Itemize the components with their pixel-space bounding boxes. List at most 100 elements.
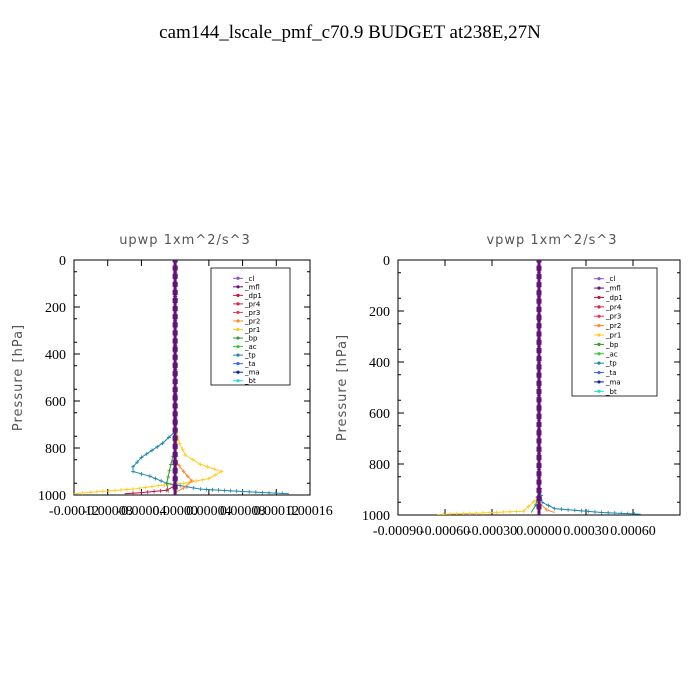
series-marker [137,486,142,491]
series-group [74,260,289,495]
series-marker [606,510,611,515]
series-marker [536,298,542,304]
series-marker [106,488,111,493]
series-marker [198,462,203,467]
x-tick-label: 0.00012 [254,504,300,519]
series-marker [559,507,564,512]
series-marker [172,260,178,263]
x-tick-label: -0.00012 [49,504,99,519]
series-marker [536,463,542,469]
legend-swatch-marker [597,324,601,328]
series-group [437,260,641,515]
series-marker [164,481,169,486]
series-marker [172,451,178,457]
legend-swatch-marker [236,336,240,340]
legend-swatch-marker [597,352,601,356]
series-marker [536,265,542,271]
series-marker [178,483,183,488]
series-marker [441,512,446,515]
legend: _cl_mfl_dp1_pr4_pr3_pr2_pr1_bp_ac_tp_ta_… [571,267,658,397]
legend-label: _cl [605,275,615,283]
series-marker [536,260,542,263]
y-tick-label: 1000 [362,509,390,524]
series-marker [172,476,178,482]
x-tick-label: -0.00004 [116,504,166,519]
legend-label: _bt [244,377,256,385]
series-marker [185,474,190,479]
series-marker [88,490,93,495]
series-marker [181,469,186,474]
legend-swatch-marker [236,353,240,357]
series-marker [172,314,178,320]
series-marker [204,487,209,492]
series-marker [448,512,453,515]
series-marker [521,509,526,514]
series-marker [124,487,129,492]
series-marker [536,397,542,403]
series-marker [172,330,178,336]
series-marker [131,487,135,492]
series-marker [247,489,252,494]
legend-label: _pr1 [605,332,621,340]
series-marker [198,487,203,492]
series-marker [487,510,492,515]
legend-swatch-marker [597,286,601,290]
series-marker [149,484,154,489]
series-marker [181,481,186,486]
series-marker [177,441,182,446]
series-marker [212,467,217,472]
series-marker [579,508,584,513]
series-marker [183,453,188,458]
series-marker [172,265,178,271]
series-marker [181,485,186,490]
series-marker [546,503,551,508]
series-marker [536,405,542,411]
series-marker [172,354,178,360]
series-marker [172,273,178,279]
series-marker [536,496,542,502]
series-marker [172,403,178,409]
y-tick-label: 0 [383,254,390,269]
x-tick-label: -0.00060 [420,524,470,539]
series-marker [536,380,542,386]
series-marker [139,455,144,460]
y-tick-label: 200 [369,305,390,320]
y-axis-label: Pressure [hPa] [335,334,350,441]
series-marker [172,484,178,490]
series-marker [172,379,178,385]
series-marker [194,478,199,483]
legend-swatch-marker [236,327,240,332]
series-marker [131,491,135,495]
legend-label: _bp [244,335,258,343]
series-marker [131,469,135,474]
series-marker [168,462,173,467]
series-marker [273,491,278,495]
series-marker [172,289,178,295]
series-marker [536,446,542,452]
series-marker [162,483,167,488]
series-marker [172,338,178,344]
series-marker [222,488,227,493]
series-marker [172,427,178,433]
series-marker [190,457,195,462]
series-marker [536,339,542,345]
legend-swatch-marker [236,319,240,323]
series-marker [145,490,150,495]
series-marker [599,510,604,515]
series-marker [213,473,218,478]
series-marker [536,347,542,353]
legend-label: _dp1 [605,294,623,302]
series-marker [474,511,479,515]
series-marker [536,315,542,321]
legend-label: _tp [605,360,617,368]
legend-swatch-marker [236,285,240,289]
legend-box [571,267,658,397]
series-marker [112,488,117,493]
series-marker [172,435,178,441]
series-marker [180,447,185,452]
chart-panel-1: upwp 1xm^2/s^3 Pressure [hPa] 0 200 400 600 80… [11,233,333,519]
series-marker [172,322,178,328]
series-marker [143,485,148,490]
series-marker [536,356,542,362]
